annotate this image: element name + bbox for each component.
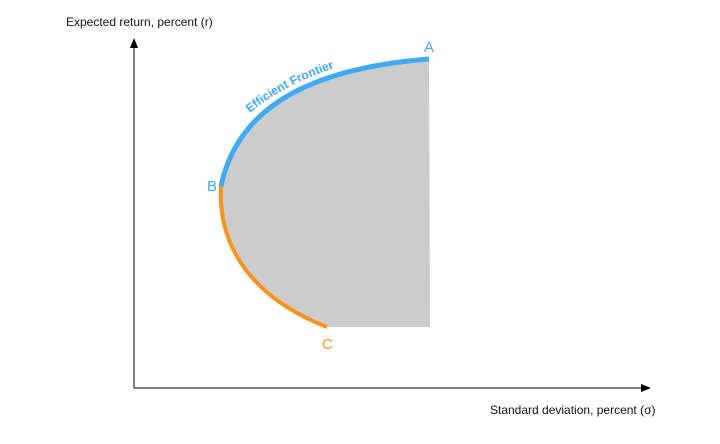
y-axis-arrowhead (130, 38, 138, 48)
inefficient-segment-curve (218, 185, 328, 329)
x-axis-arrowhead (641, 384, 651, 392)
x-axis-title: Standard deviation, percent (σ) (490, 403, 656, 417)
efficient-frontier-curve (218, 56, 430, 187)
y-axis-title: Expected return, percent (r) (66, 15, 213, 29)
point-a-label: A (424, 39, 434, 56)
point-b-label: B (207, 178, 217, 195)
point-c-label: C (322, 336, 333, 353)
feasible-region (220, 59, 430, 327)
